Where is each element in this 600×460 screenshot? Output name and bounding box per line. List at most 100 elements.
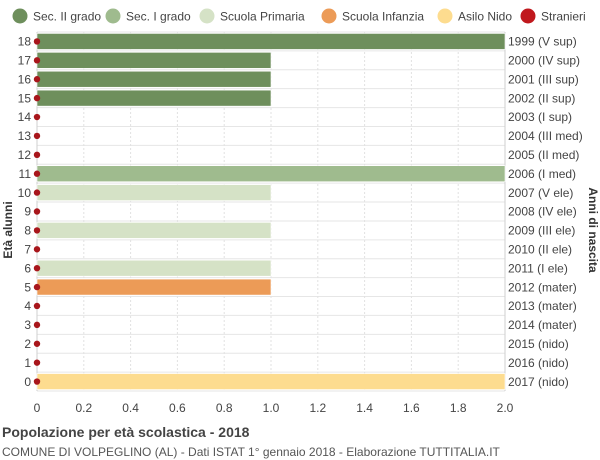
birth-year-label: 2004 (III med) <box>508 129 583 143</box>
legend-label: Sec. I grado <box>126 10 191 24</box>
birth-year-label: 2006 (I med) <box>508 167 576 181</box>
age-label: 14 <box>18 110 32 124</box>
stranieri-dot <box>33 283 41 291</box>
stranieri-dot <box>33 151 41 159</box>
legend-label: Scuola Infanzia <box>342 10 424 24</box>
age-label: 2 <box>24 337 31 351</box>
birth-year-label: 2009 (III ele) <box>508 224 575 238</box>
chart-grid <box>36 31 506 392</box>
legend-swatch <box>437 8 453 24</box>
birth-year-axis-labels: 1999 (V sup) 2000 (IV sup) 2001 (III sup) 2… <box>508 35 583 389</box>
legend-swatch <box>520 8 536 24</box>
age-label: 8 <box>24 224 31 238</box>
age-label: 9 <box>24 205 31 219</box>
bar <box>36 165 506 183</box>
chart-title: Popolazione per età scolastica - 2018 <box>2 424 250 440</box>
x-tick-label: 2.0 <box>497 401 514 415</box>
birth-year-label: 2017 (nido) <box>508 375 569 389</box>
x-axis-tick-labels: 0 0.2 0.4 0.6 0.8 1.0 1.2 1.4 1.6 1.8 2.0 <box>34 401 514 415</box>
bar <box>36 278 272 296</box>
y-axis-right-title: Anni di nascita <box>586 187 600 273</box>
age-label: 18 <box>18 35 32 49</box>
age-label: 15 <box>18 91 32 105</box>
birth-year-label: 2003 (I sup) <box>508 110 572 124</box>
age-label: 0 <box>24 375 31 389</box>
x-tick-label: 1.6 <box>403 401 420 415</box>
bar <box>36 52 272 69</box>
birth-year-label: 2014 (mater) <box>508 318 577 332</box>
stranieri-dot <box>33 227 41 234</box>
chart-subtitle: COMUNE DI VOLPEGLINO (AL) - Dati ISTAT 1… <box>2 445 500 459</box>
stranieri-dot <box>33 340 41 347</box>
x-tick-label: 0.8 <box>216 401 233 415</box>
age-label: 3 <box>24 318 31 332</box>
bar <box>36 33 506 50</box>
legend-label: Asilo Nido <box>458 10 512 24</box>
x-tick-label: 1.0 <box>263 401 280 415</box>
bar <box>36 259 272 277</box>
birth-year-label: 2012 (mater) <box>508 280 577 294</box>
age-label: 17 <box>18 54 32 68</box>
x-tick-label: 0.6 <box>169 401 186 415</box>
bar <box>36 89 272 107</box>
bar <box>36 184 272 201</box>
chart-bars <box>36 33 506 390</box>
stranieri-dot <box>33 359 41 366</box>
stranieri-markers <box>33 38 41 385</box>
legend-swatch <box>199 8 215 24</box>
birth-year-label: 1999 (V sup) <box>508 35 577 49</box>
age-label: 1 <box>24 356 31 370</box>
birth-year-label: 2013 (mater) <box>508 299 577 313</box>
stranieri-dot <box>33 302 41 310</box>
age-label: 13 <box>18 129 32 143</box>
legend-label: Stranieri <box>541 10 586 24</box>
x-tick-label: 0.2 <box>75 401 92 415</box>
x-tick-label: 1.2 <box>309 401 326 415</box>
birth-year-label: 2008 (IV ele) <box>508 205 577 219</box>
stranieri-dot <box>33 132 41 140</box>
stranieri-dot <box>33 189 41 196</box>
age-label: 6 <box>24 261 31 275</box>
stranieri-dot <box>33 94 41 102</box>
chart-legend: Sec. II grado Sec. I grado Scuola Primaria… <box>12 8 586 24</box>
x-tick-label: 0.4 <box>122 401 139 415</box>
stranieri-dot <box>33 378 41 385</box>
birth-year-label: 2007 (V ele) <box>508 186 573 200</box>
stranieri-dot <box>33 321 41 329</box>
age-label: 4 <box>24 299 31 313</box>
birth-year-label: 2002 (II sup) <box>508 91 575 105</box>
stranieri-dot <box>33 246 41 253</box>
x-tick-label: 0 <box>34 401 41 415</box>
legend-swatch <box>105 8 121 24</box>
x-tick-label: 1.8 <box>450 401 467 415</box>
legend-swatch <box>12 8 28 24</box>
age-label: 7 <box>24 242 31 256</box>
age-label: 5 <box>24 280 31 294</box>
legend-label: Sec. II grado <box>33 10 101 24</box>
age-label: 12 <box>18 148 32 162</box>
birth-year-label: 2011 (I ele) <box>508 261 568 275</box>
birth-year-label: 2010 (II ele) <box>508 242 572 256</box>
stranieri-dot <box>33 208 41 215</box>
birth-year-label: 2016 (nido) <box>508 356 569 370</box>
legend-swatch <box>321 8 337 24</box>
school-age-population-chart: Sec. II grado Sec. I grado Scuola Primaria… <box>1 8 600 415</box>
y-axis-left-title: Età alunni <box>1 201 15 258</box>
stranieri-dot <box>33 76 41 83</box>
stranieri-dot <box>33 264 41 272</box>
age-label: 11 <box>19 167 32 181</box>
bar <box>36 70 272 88</box>
x-tick-label: 1.4 <box>356 401 373 415</box>
legend-label: Scuola Primaria <box>220 10 305 24</box>
birth-year-label: 2015 (nido) <box>508 337 569 351</box>
stranieri-dot <box>33 113 41 121</box>
birth-year-label: 2005 (II med) <box>508 148 579 162</box>
age-label: 16 <box>18 72 32 86</box>
birth-year-label: 2000 (IV sup) <box>508 54 580 68</box>
bar <box>36 373 506 390</box>
bar <box>36 222 272 239</box>
stranieri-dot <box>33 57 41 64</box>
stranieri-dot <box>33 170 41 177</box>
stranieri-dot <box>33 38 41 45</box>
